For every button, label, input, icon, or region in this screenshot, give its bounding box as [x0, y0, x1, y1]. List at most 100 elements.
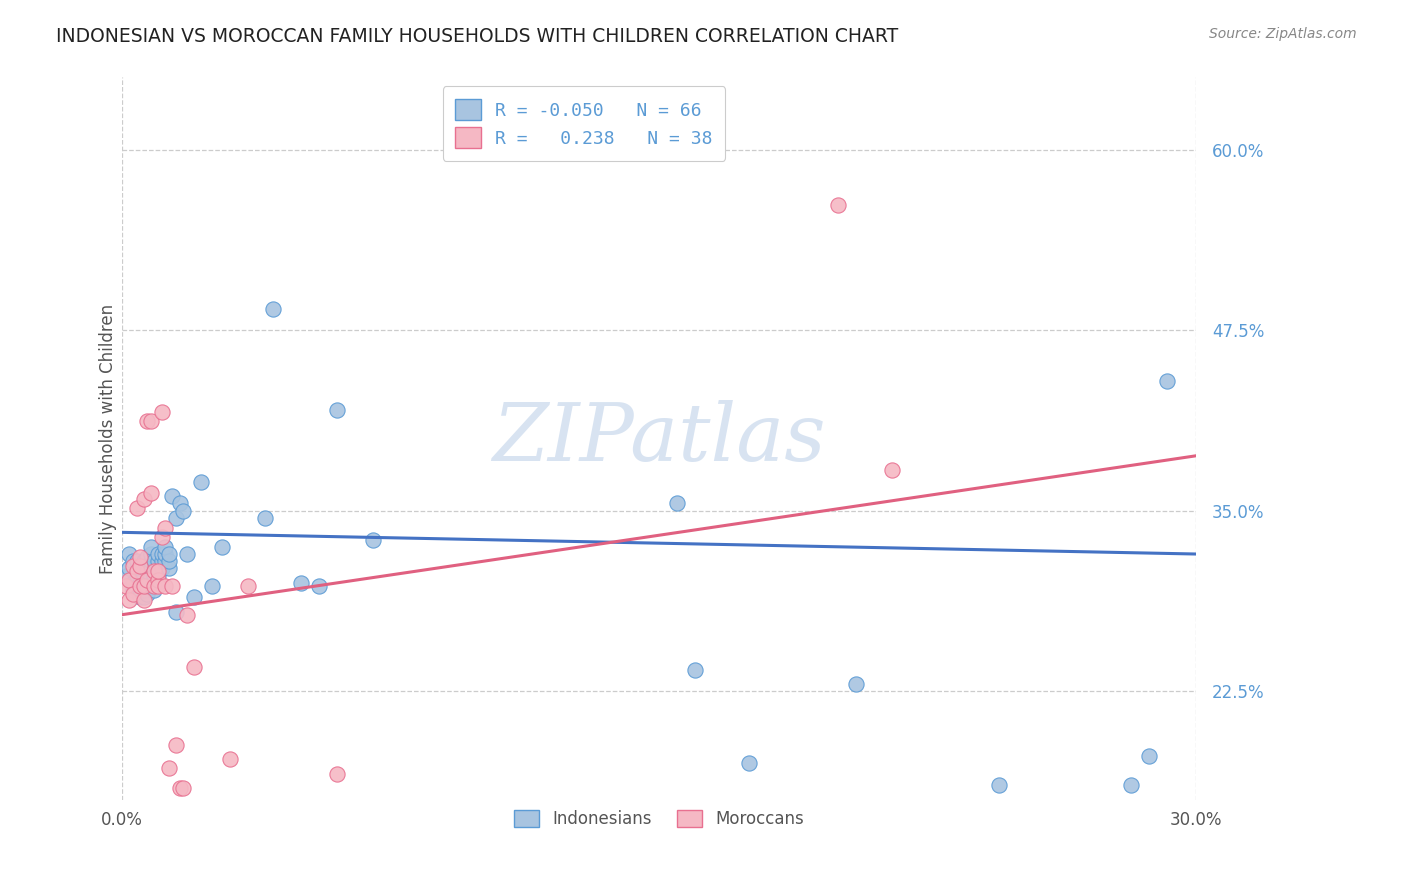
- Point: [129, 561, 152, 575]
- Point: [165, 738, 187, 752]
- Point: [129, 575, 152, 590]
- Point: [118, 573, 141, 587]
- Text: ZIPatlas: ZIPatlas: [492, 400, 825, 477]
- Point: [125, 565, 148, 579]
- Point: [211, 540, 233, 554]
- Point: [136, 549, 159, 564]
- Point: [146, 579, 169, 593]
- Point: [326, 766, 349, 780]
- Point: [139, 414, 162, 428]
- Point: [125, 583, 148, 598]
- Point: [146, 575, 169, 590]
- Point: [169, 496, 191, 510]
- Point: [132, 593, 155, 607]
- Point: [136, 573, 159, 587]
- Point: [262, 301, 284, 316]
- Point: [880, 463, 903, 477]
- Point: [139, 554, 162, 568]
- Point: [254, 511, 277, 525]
- Point: [136, 587, 159, 601]
- Point: [146, 561, 169, 575]
- Point: [153, 547, 176, 561]
- Point: [157, 554, 180, 568]
- Point: [190, 475, 212, 489]
- Point: [122, 583, 145, 598]
- Point: [157, 561, 180, 575]
- Point: [139, 561, 162, 575]
- Point: [143, 568, 166, 582]
- Point: [125, 500, 148, 515]
- Point: [139, 547, 162, 561]
- Point: [125, 554, 148, 568]
- Point: [129, 558, 152, 573]
- Point: [183, 659, 205, 673]
- Point: [129, 591, 152, 605]
- Point: [118, 547, 141, 561]
- Legend: Indonesians, Moroccans: Indonesians, Moroccans: [508, 803, 811, 835]
- Point: [150, 547, 173, 561]
- Point: [172, 780, 194, 795]
- Point: [125, 568, 148, 582]
- Point: [157, 547, 180, 561]
- Text: Source: ZipAtlas.com: Source: ZipAtlas.com: [1209, 27, 1357, 41]
- Point: [139, 540, 162, 554]
- Point: [132, 579, 155, 593]
- Point: [665, 496, 688, 510]
- Point: [1121, 778, 1143, 792]
- Point: [129, 583, 152, 598]
- Point: [146, 547, 169, 561]
- Point: [114, 568, 136, 582]
- Point: [153, 540, 176, 554]
- Point: [146, 565, 169, 579]
- Point: [114, 579, 136, 593]
- Point: [165, 605, 187, 619]
- Point: [146, 554, 169, 568]
- Point: [157, 761, 180, 775]
- Point: [1137, 749, 1160, 764]
- Point: [176, 607, 198, 622]
- Point: [132, 568, 155, 582]
- Point: [1156, 374, 1178, 388]
- Point: [218, 752, 240, 766]
- Point: [122, 558, 145, 573]
- Point: [132, 591, 155, 605]
- Point: [236, 579, 259, 593]
- Point: [136, 414, 159, 428]
- Point: [153, 579, 176, 593]
- Point: [176, 547, 198, 561]
- Point: [143, 554, 166, 568]
- Point: [308, 579, 330, 593]
- Point: [150, 405, 173, 419]
- Point: [132, 492, 155, 507]
- Point: [169, 780, 191, 795]
- Point: [326, 402, 349, 417]
- Point: [136, 579, 159, 593]
- Point: [143, 565, 166, 579]
- Point: [988, 778, 1011, 792]
- Point: [132, 554, 155, 568]
- Point: [153, 521, 176, 535]
- Point: [150, 561, 173, 575]
- Point: [162, 489, 184, 503]
- Point: [162, 579, 184, 593]
- Point: [683, 663, 706, 677]
- Point: [150, 530, 173, 544]
- Point: [201, 579, 224, 593]
- Point: [172, 504, 194, 518]
- Point: [132, 583, 155, 598]
- Point: [290, 575, 312, 590]
- Point: [153, 554, 176, 568]
- Point: [129, 579, 152, 593]
- Point: [122, 587, 145, 601]
- Point: [136, 565, 159, 579]
- Point: [737, 756, 759, 771]
- Text: INDONESIAN VS MOROCCAN FAMILY HOUSEHOLDS WITH CHILDREN CORRELATION CHART: INDONESIAN VS MOROCCAN FAMILY HOUSEHOLDS…: [56, 27, 898, 45]
- Point: [146, 568, 169, 582]
- Point: [146, 573, 169, 587]
- Point: [183, 591, 205, 605]
- Point: [122, 554, 145, 568]
- Point: [129, 549, 152, 564]
- Point: [165, 511, 187, 525]
- Point: [143, 579, 166, 593]
- Y-axis label: Family Households with Children: Family Households with Children: [100, 303, 117, 574]
